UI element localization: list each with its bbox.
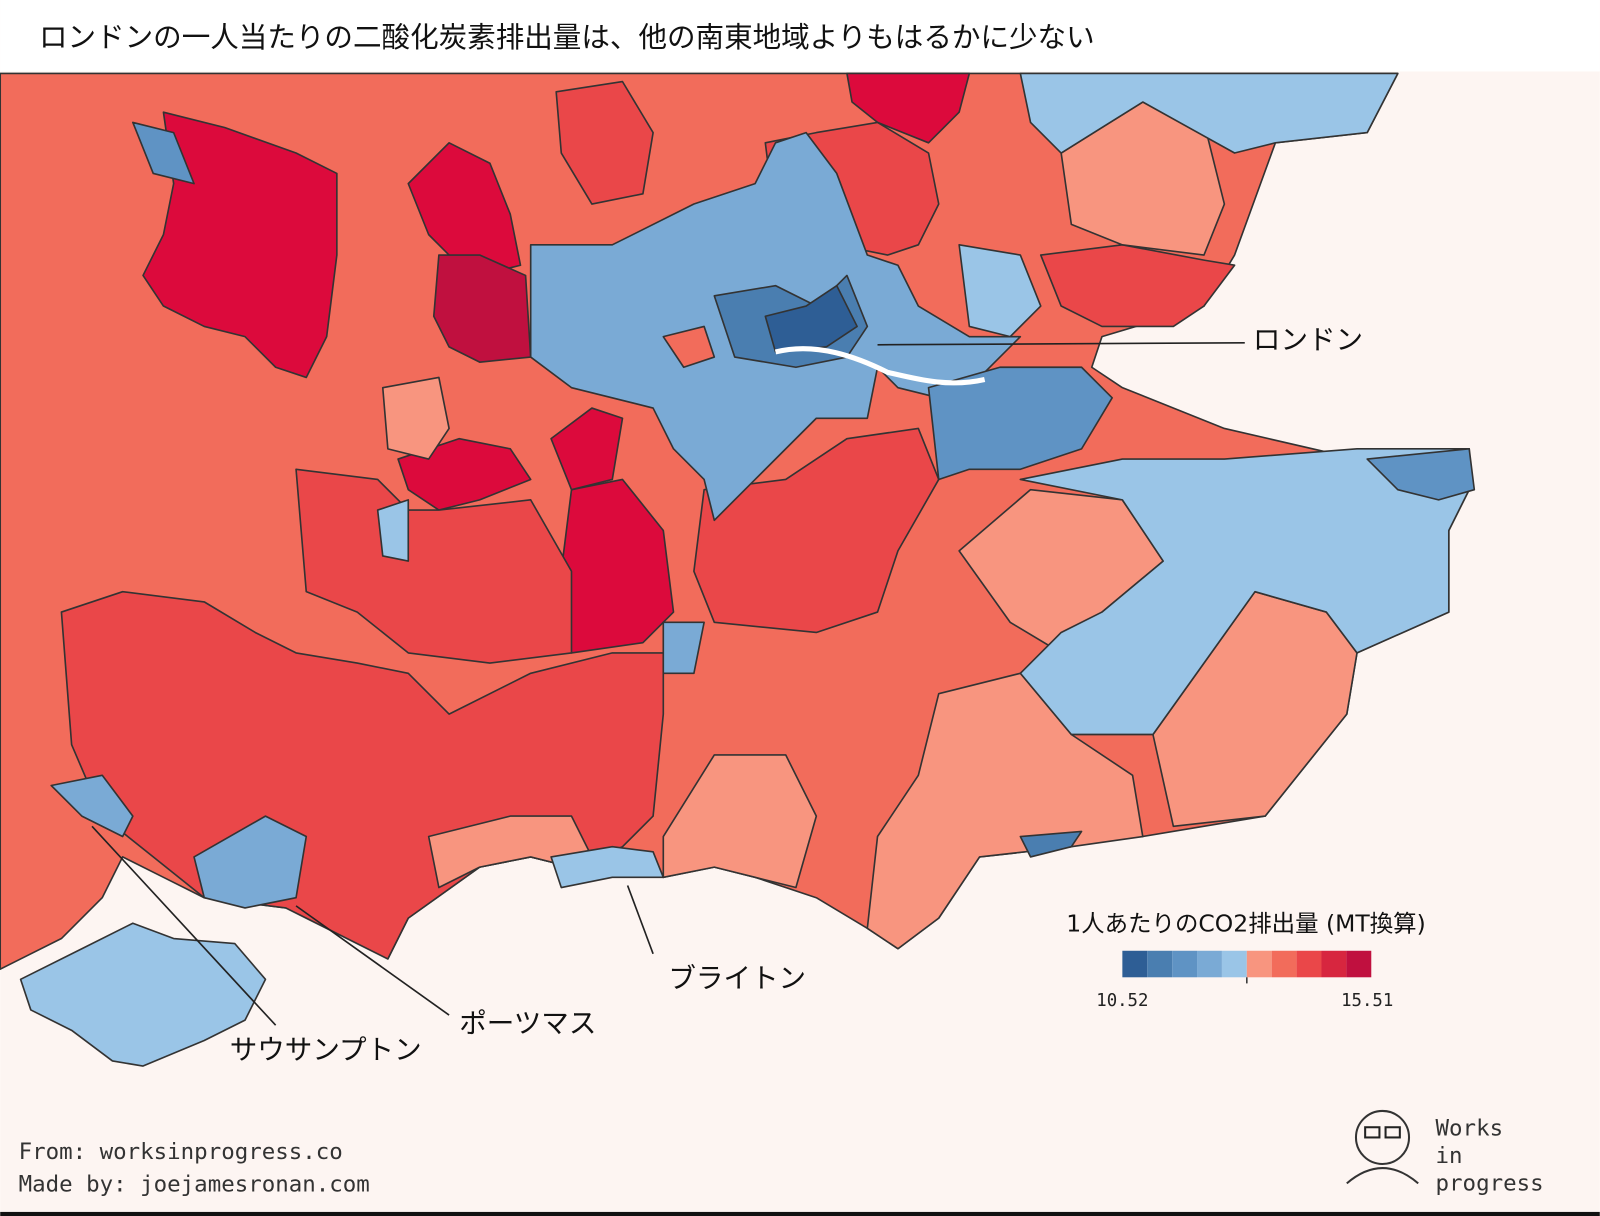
logo-text: Works [1436, 1115, 1504, 1141]
place-labels: ロンドン ブライトン ポーツマス サウサンプトン [91, 324, 1363, 1066]
region [555, 80, 654, 205]
region [662, 621, 705, 675]
source: From: worksinprogress.co [19, 1139, 343, 1165]
region [19, 922, 267, 1067]
region [381, 376, 450, 460]
leader-line [91, 825, 277, 1026]
logo-shoulders [1346, 1167, 1419, 1185]
logo-face [1354, 1109, 1411, 1165]
place-label: サウサンプトン [230, 1034, 422, 1066]
region [1019, 72, 1399, 154]
region [693, 427, 940, 634]
legend-swatch [1296, 950, 1322, 978]
logo: Works in progress [1346, 1109, 1544, 1196]
region [376, 499, 410, 562]
bottom-rule [0, 1211, 1600, 1216]
region [1019, 830, 1083, 858]
place-label: ポーツマス [459, 1007, 596, 1039]
leader-line [626, 885, 654, 955]
legend-swatch [1221, 950, 1247, 978]
place-label: ロンドン [1253, 324, 1363, 356]
legend-swatch [1271, 950, 1297, 978]
legend-swatch [1122, 950, 1148, 978]
legend-swatch [1321, 950, 1347, 978]
region [662, 754, 818, 889]
legend-swatch [1197, 950, 1222, 978]
legend-swatch [1246, 950, 1272, 978]
title-band [0, 0, 1600, 72]
logo-text: progress [1436, 1170, 1544, 1196]
region [550, 845, 665, 889]
legend-swatch [1147, 950, 1173, 978]
region [50, 774, 134, 838]
logo-text: in [1436, 1143, 1463, 1169]
map-regions [0, 72, 1476, 1067]
legend-swatch [1172, 950, 1198, 978]
logo-glasses [1384, 1126, 1401, 1139]
legend-title: 1人あたりのCO2排出量 (MT換算) [1066, 909, 1426, 937]
region [1039, 244, 1236, 328]
region [407, 142, 522, 277]
region [1019, 448, 1471, 736]
legend-max: 15.51 [1341, 991, 1393, 1011]
legend-min: 10.52 [1096, 991, 1148, 1011]
region [550, 407, 624, 491]
region [927, 366, 1113, 481]
region [132, 121, 195, 185]
region [662, 325, 716, 369]
place-label: ブライトン [668, 962, 806, 994]
region [432, 254, 532, 363]
legend: 1人あたりのCO2排出量 (MT換算) 10.52 15.51 [1066, 909, 1426, 1010]
river [774, 346, 986, 386]
logo-glasses [1364, 1126, 1381, 1139]
leader-line [877, 341, 1245, 346]
region [846, 72, 971, 144]
region [958, 244, 1042, 338]
legend-swatch [1346, 950, 1372, 978]
region [193, 815, 308, 909]
leader-line [295, 905, 450, 1016]
credit: Made by: joejamesronan.com [19, 1172, 370, 1198]
region [1366, 448, 1476, 501]
title: ロンドンの一人当たりの二酸化炭素排出量は、他の南東地域よりもはるかに少ない [39, 20, 1095, 54]
